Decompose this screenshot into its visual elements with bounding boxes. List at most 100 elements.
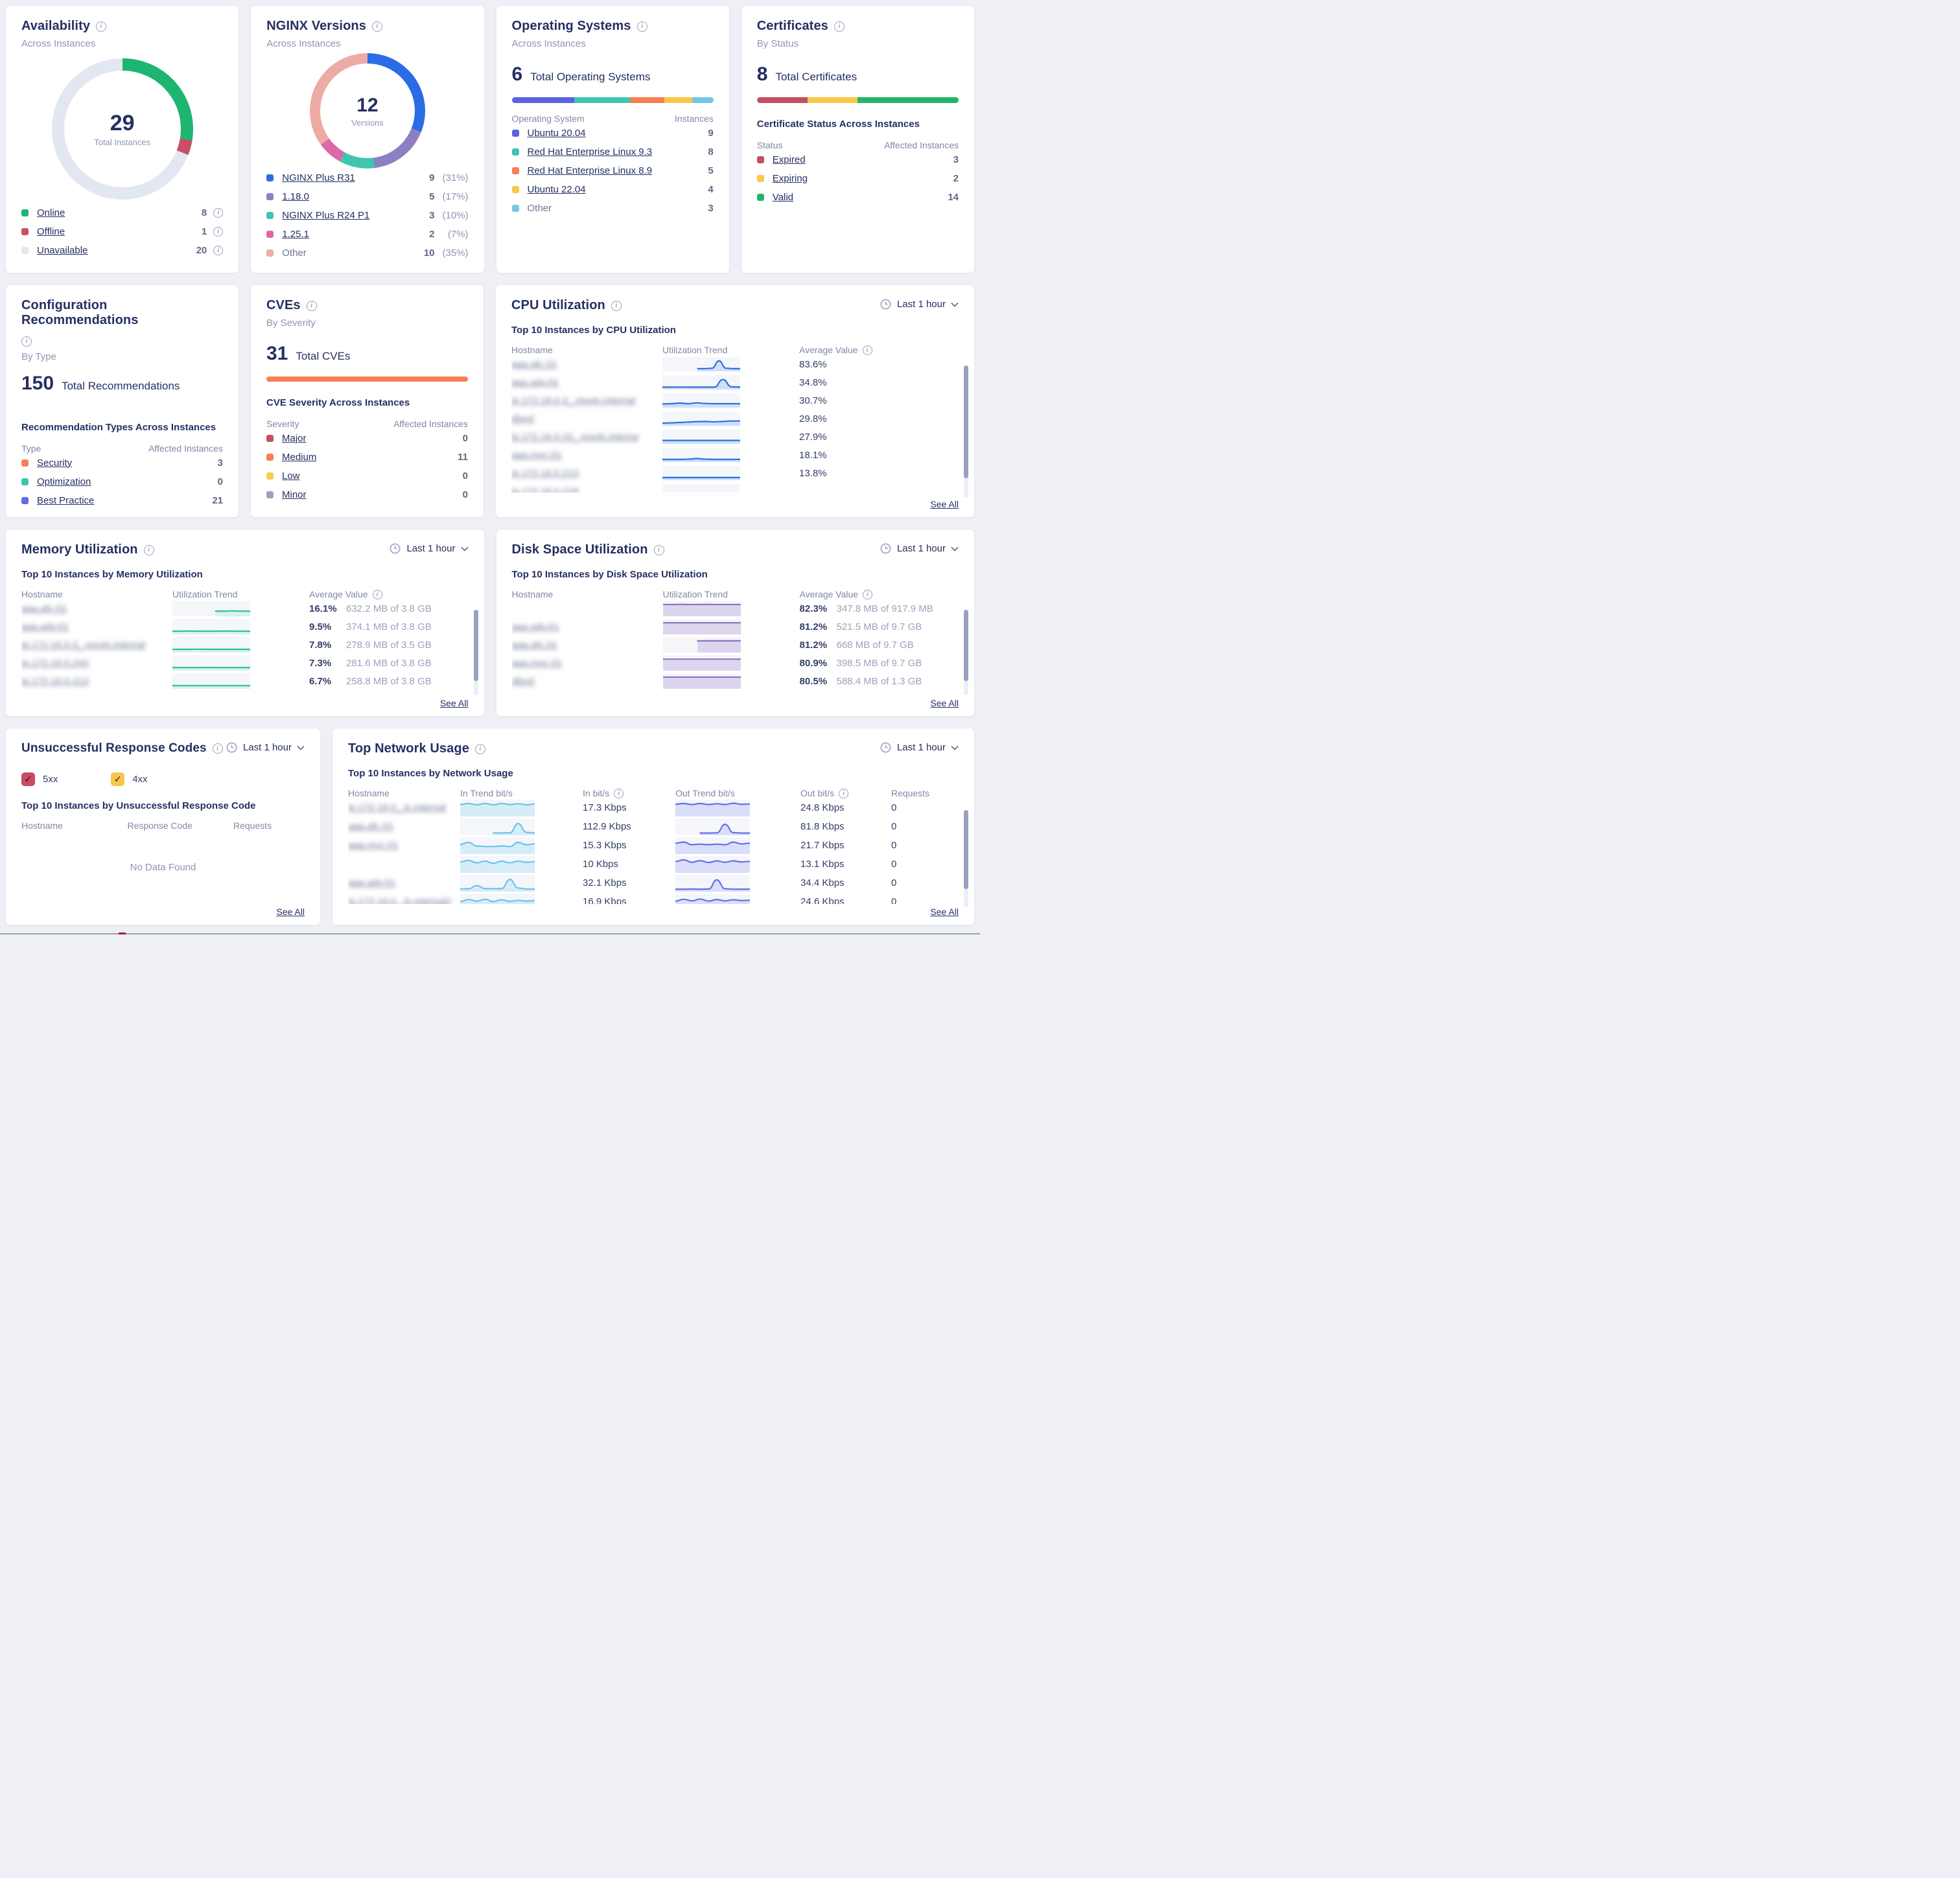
- hostname-link[interactable]: ip.172.16.0.243: [21, 657, 89, 669]
- info-icon[interactable]: [213, 208, 224, 218]
- security-link[interactable]: Security: [37, 457, 73, 469]
- see-all-link[interactable]: See All: [926, 698, 959, 708]
- info-icon[interactable]: [306, 300, 317, 311]
- disk-sparkline: [662, 637, 741, 653]
- info-icon[interactable]: [371, 21, 382, 32]
- table-row: dbvsl 29.8%: [511, 410, 959, 428]
- hostname-link[interactable]: ip.172.16.0_.ls.internal2: [348, 896, 452, 904]
- hostname-link[interactable]: aaa.afc.01: [511, 358, 557, 370]
- hostname-link[interactable]: ip.172.16.0_.ls.internal: [348, 802, 446, 813]
- hostname-link[interactable]: ip.172.16.0.3_.msvls.internal: [21, 639, 145, 651]
- chevron-down-icon: [951, 745, 959, 750]
- minor-link[interactable]: Minor: [282, 489, 307, 500]
- hostname-link[interactable]: ip.172.16.0.15_.msvls.internal: [511, 431, 638, 443]
- info-icon[interactable]: [653, 544, 664, 555]
- disk-sparkline: [662, 655, 741, 671]
- info-icon[interactable]: [474, 743, 485, 754]
- medium-link[interactable]: Medium: [282, 452, 317, 463]
- major-link[interactable]: Major: [282, 433, 307, 444]
- os-link[interactable]: Red Hat Enterprise Linux 9.3: [527, 146, 653, 157]
- scrollbar[interactable]: [473, 610, 478, 695]
- info-icon[interactable]: [21, 336, 32, 347]
- os-swatch: [511, 130, 519, 137]
- time-range-select[interactable]: Last 1 hour: [226, 741, 305, 754]
- info-icon[interactable]: [143, 544, 154, 555]
- 4xx-checkbox[interactable]: [111, 772, 125, 786]
- info-icon[interactable]: [213, 246, 224, 255]
- hostname-link[interactable]: aaa.adv.01: [511, 621, 559, 632]
- version-link[interactable]: 1.25.1: [282, 229, 309, 240]
- expired-link[interactable]: Expired: [772, 154, 806, 165]
- unavailable-link[interactable]: Unavailable: [37, 245, 88, 256]
- expiring-link[interactable]: Expiring: [772, 173, 808, 184]
- hostname-link[interactable]: ip.172.16.0.213: [511, 467, 579, 479]
- time-range-select[interactable]: Last 1 hour: [880, 741, 959, 754]
- 5xx-checkbox[interactable]: [21, 772, 35, 786]
- hostname-link[interactable]: aaa.mvc.01: [348, 840, 399, 851]
- info-icon[interactable]: [834, 21, 845, 32]
- info-icon[interactable]: [96, 21, 107, 32]
- table-row: aaa.afc.01 83.6%: [511, 355, 959, 373]
- info-icon[interactable]: [636, 21, 648, 32]
- os-link[interactable]: Ubuntu 22.04: [527, 184, 586, 195]
- config-recommendations-card: Configuration Recommendations By Type 15…: [5, 284, 239, 518]
- see-all-link[interactable]: See All: [926, 907, 959, 917]
- page-bottom-strip: [0, 925, 980, 934]
- optimization-link[interactable]: Optimization: [37, 476, 91, 487]
- hostname-link[interactable]: aaa.adv.01: [21, 621, 69, 632]
- version-link[interactable]: NGINX Plus R24 P1: [282, 210, 370, 221]
- info-icon[interactable]: [213, 227, 224, 237]
- hostname-link[interactable]: aaa.afc.01: [21, 603, 67, 614]
- hostname-link[interactable]: ip.172.16.0.218: [511, 485, 579, 493]
- info-icon[interactable]: [611, 300, 622, 311]
- info-icon[interactable]: [212, 743, 223, 754]
- hostname-link[interactable]: dbvsl: [511, 413, 535, 424]
- hostname-link[interactable]: aaa.afc.01: [511, 639, 557, 651]
- memory-table-body: aaa.afc.01 16.1% 632.2 MB of 3.8 GB aaa.a…: [21, 599, 469, 690]
- availability-donut-chart[interactable]: 29 Total Instances: [51, 58, 193, 200]
- online-link[interactable]: Online: [37, 207, 65, 218]
- see-all-link[interactable]: See All: [926, 499, 959, 509]
- memory-sparkline: [171, 637, 251, 653]
- info-icon[interactable]: [862, 345, 872, 355]
- info-icon[interactable]: [614, 788, 624, 798]
- table-row: ip.172.16.0.3_.msvls.internal 30.7%: [511, 391, 959, 410]
- version-link[interactable]: NGINX Plus R31: [282, 172, 355, 183]
- os-link[interactable]: Ubuntu 20.04: [527, 128, 586, 139]
- recommendation-row: Best Practice 21: [21, 491, 223, 510]
- hostname-link[interactable]: ip.172.16.0.213: [21, 675, 89, 687]
- time-range-select[interactable]: Last 1 hour: [880, 298, 959, 310]
- best-practice-link[interactable]: Best Practice: [37, 494, 95, 506]
- card-title: NGINX Versions: [266, 19, 366, 33]
- valid-link[interactable]: Valid: [772, 192, 793, 203]
- scrollbar[interactable]: [964, 610, 968, 695]
- os-link[interactable]: Red Hat Enterprise Linux 8.9: [527, 165, 653, 176]
- hostname-link[interactable]: aaa.adv.01: [511, 377, 559, 388]
- hostname-link[interactable]: ip.172.16.0.3_.msvls.internal: [511, 395, 635, 406]
- hostname-link[interactable]: aaa.afc.01: [348, 821, 394, 832]
- in-trend-sparkline: [459, 837, 536, 854]
- nginx-versions-donut-chart[interactable]: 12 Versions: [309, 53, 425, 168]
- table-row: dbvsl 80.5% 588.4 MB of 1.3 GB: [512, 672, 959, 690]
- time-range-select[interactable]: Last 1 hour: [389, 542, 469, 555]
- offline-link[interactable]: Offline: [37, 226, 65, 237]
- table-row: aaa.afc.01 81.2% 668 MB of 9.7 GB: [512, 636, 959, 654]
- version-link[interactable]: 1.18.0: [282, 191, 309, 202]
- hostname-link[interactable]: aaa.mvc.01: [511, 657, 563, 669]
- scrollbar[interactable]: [964, 810, 968, 907]
- see-all-link[interactable]: See All: [272, 907, 305, 917]
- hostname-link[interactable]: aaa.adv.01: [348, 877, 396, 888]
- scrollbar[interactable]: [964, 365, 968, 498]
- info-icon[interactable]: [839, 788, 849, 798]
- operating-systems-card: Operating Systems Across Instances 6 Tot…: [495, 5, 730, 273]
- table-row: aaa.afc.01 112.9 Kbps 81.8 Kbps 0: [348, 817, 959, 836]
- low-link[interactable]: Low: [282, 470, 300, 481]
- info-icon[interactable]: [372, 589, 382, 599]
- hostname-link[interactable]: dbvsl: [511, 675, 535, 687]
- memory-sparkline: [171, 619, 251, 634]
- network-table-body: ip.172.16.0_.ls.internal 17.3 Kbps 24.8 …: [348, 798, 959, 904]
- hostname-link[interactable]: aaa.mvc.01: [511, 449, 562, 461]
- time-range-select[interactable]: Last 1 hour: [880, 542, 959, 555]
- info-icon[interactable]: [863, 589, 873, 599]
- see-all-link[interactable]: See All: [436, 698, 469, 708]
